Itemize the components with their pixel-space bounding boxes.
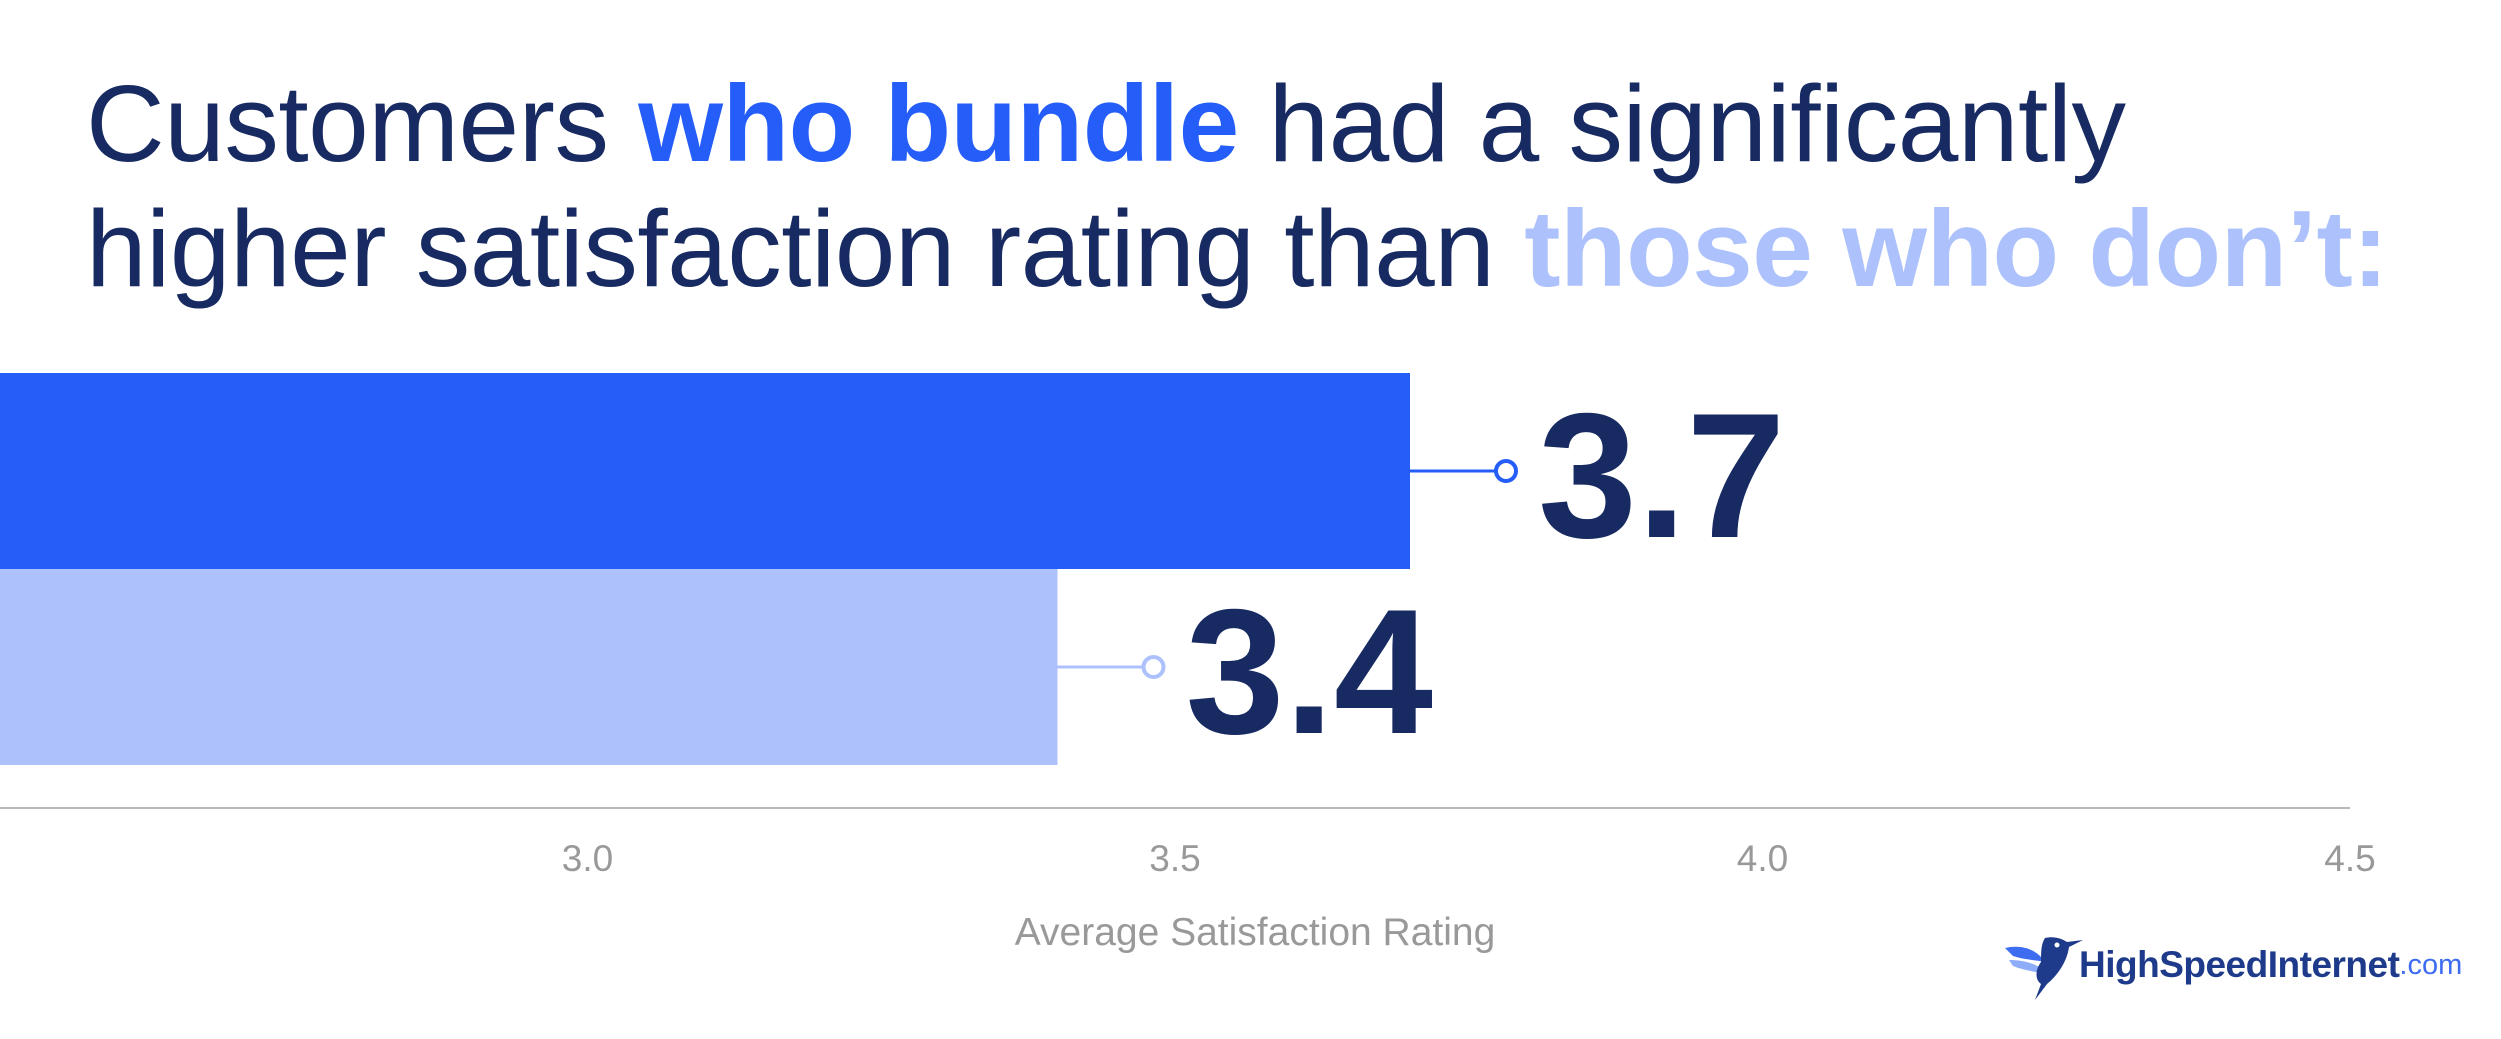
bar-2: [0, 569, 1058, 765]
data-label-1: 3.7: [1538, 376, 1785, 575]
title-line2: higher satisfaction rating than: [86, 188, 1525, 310]
title-highlight-no-bundle: those who don’t:: [1524, 188, 2389, 310]
data-label-2: 3.4: [1186, 572, 1433, 771]
x-tick-label-2: 3.5: [1149, 838, 1200, 879]
title-part1: Customers: [86, 63, 639, 185]
title-part2: had a significantly: [1238, 63, 2126, 185]
x-tick-label-1: 3.0: [562, 838, 613, 879]
x-tick-label-3: 4.0: [1737, 838, 1788, 879]
x-axis-label: Average Satisfaction Rating: [1015, 911, 1496, 954]
chart-title: Customers who bundle had a significantly…: [86, 62, 2389, 312]
brand-name: HighSpeedInternet: [2079, 944, 2400, 985]
bar-1: [0, 373, 1410, 569]
brand-tld: .com: [2399, 948, 2463, 981]
hummingbird-icon: [2005, 937, 2083, 1000]
brand-logo: HighSpeedInternet .com: [1995, 920, 2462, 1010]
x-tick-label-4: 4.5: [2324, 838, 2375, 879]
value-marker-2: [1141, 655, 1166, 679]
value-marker-1: [1494, 459, 1518, 483]
title-highlight-bundle: who bundle: [638, 63, 1239, 185]
